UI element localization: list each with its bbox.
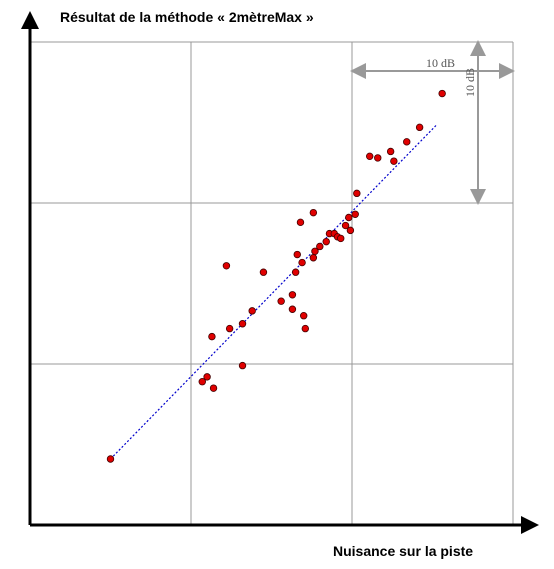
point [301, 324, 310, 333]
point [366, 152, 374, 161]
point [438, 89, 446, 98]
point [300, 312, 308, 320]
point [386, 147, 395, 156]
point [345, 213, 353, 222]
point [311, 247, 319, 255]
marks [106, 89, 446, 463]
point [341, 221, 350, 230]
point [309, 208, 318, 217]
trendline [110, 123, 438, 460]
x-axis-label: Nuisance sur la piste [333, 543, 473, 559]
point [316, 242, 324, 251]
point [198, 378, 206, 386]
point [353, 189, 361, 198]
chart-title: Résultat de la méthode « 2mètreMax » [60, 9, 314, 25]
point [288, 291, 297, 299]
point [248, 307, 256, 315]
annotation: 10 dB [463, 68, 477, 97]
point [293, 250, 301, 259]
point [403, 138, 411, 146]
point [291, 268, 300, 276]
point [374, 154, 382, 162]
point [298, 258, 306, 267]
point [208, 332, 216, 341]
point [238, 361, 247, 370]
point [209, 384, 218, 392]
point [277, 297, 285, 305]
point [203, 373, 211, 381]
annotations: 10 dB 10 dB [350, 40, 515, 205]
point [259, 268, 268, 276]
point [225, 324, 234, 333]
point [415, 123, 424, 132]
point [309, 254, 318, 262]
point [351, 210, 359, 218]
point [288, 305, 297, 313]
point [106, 455, 115, 463]
point [238, 320, 247, 328]
point [337, 234, 345, 243]
point [390, 157, 398, 165]
point [296, 218, 305, 227]
point [222, 262, 231, 270]
annotation: 10 dB [426, 56, 455, 70]
grid [29, 41, 514, 526]
point [346, 226, 355, 235]
point [322, 237, 330, 246]
